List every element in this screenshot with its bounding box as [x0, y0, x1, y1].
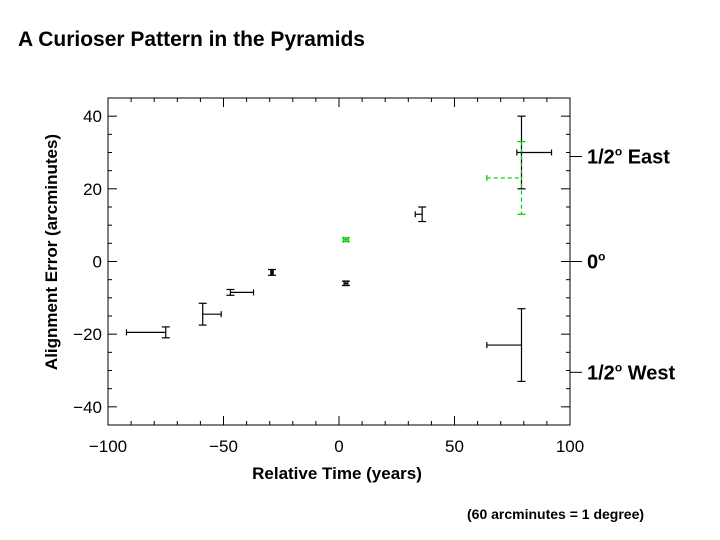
y-tick-label: 0: [93, 253, 102, 272]
data-point: [486, 308, 526, 382]
y-tick-label: 40: [83, 107, 102, 126]
green-data-point: [341, 236, 350, 243]
x-tick-label: −50: [209, 437, 238, 456]
x-tick-label: 100: [556, 437, 584, 456]
data-point: [414, 206, 427, 223]
x-tick-label: 0: [334, 437, 343, 456]
plot-frame: [107, 97, 571, 426]
data-point: [125, 326, 170, 339]
y-axis-title: Alignment Error (arcminutes): [42, 134, 61, 370]
data-point: [226, 288, 255, 296]
data-point: [341, 280, 350, 287]
right-axis-label: 0o: [587, 250, 605, 274]
y-tick-label: −20: [73, 325, 102, 344]
slide-title: A Curioser Pattern in the Pyramids: [18, 28, 365, 51]
x-tick-label: 50: [445, 437, 464, 456]
data-point: [198, 302, 222, 326]
right-axis-label: 1/2o West: [587, 360, 675, 384]
footnote: (60 arcminutes = 1 degree): [467, 506, 645, 522]
green-data-point: [486, 141, 526, 215]
x-tick-label: −100: [89, 437, 127, 456]
right-axis-label: 1/2o East: [587, 144, 670, 168]
data-point: [268, 268, 277, 276]
y-tick-label: −40: [73, 398, 102, 417]
y-tick-label: 20: [83, 180, 102, 199]
x-axis-title: Relative Time (years): [252, 464, 422, 483]
